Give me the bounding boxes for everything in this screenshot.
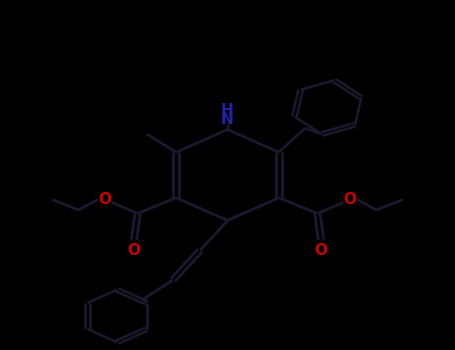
- Text: O: O: [314, 243, 328, 258]
- Text: N: N: [221, 112, 234, 127]
- Text: O: O: [98, 192, 111, 207]
- Text: O: O: [127, 243, 141, 258]
- Text: H: H: [221, 103, 234, 118]
- Text: O: O: [344, 192, 357, 207]
